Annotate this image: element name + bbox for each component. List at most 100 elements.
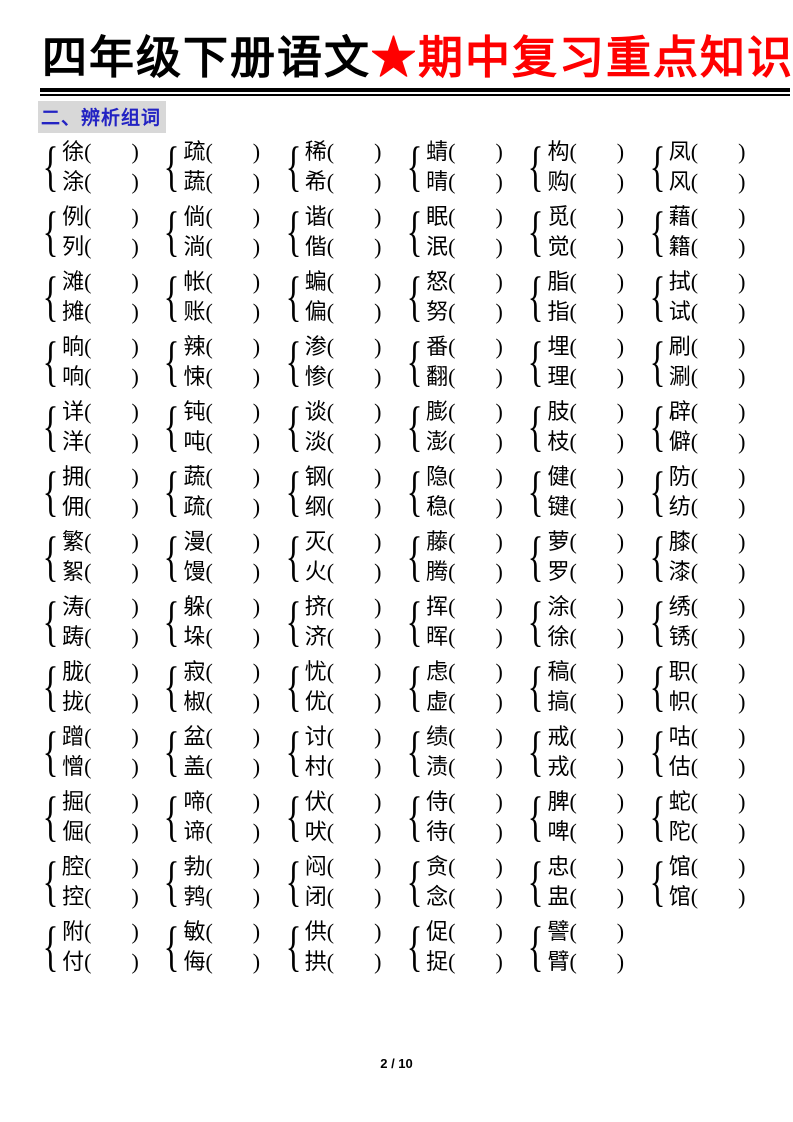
close-paren: )	[616, 333, 625, 359]
close-paren: )	[374, 398, 382, 424]
brace: {	[649, 590, 666, 652]
open-paren: (	[690, 493, 699, 519]
pair-top-line: 钢()	[305, 462, 382, 492]
brace: {	[163, 655, 180, 717]
close-paren: )	[738, 298, 746, 324]
pair-lines: 忠() 盅()	[547, 852, 624, 912]
word-pair: {防() 纺()	[647, 459, 768, 524]
word-pair: {涛() 踌()	[40, 589, 161, 654]
pair-top-line: 例()	[62, 202, 139, 232]
pair-top-line: 挤()	[305, 592, 382, 622]
pair-bottom-line: 佣()	[62, 492, 139, 522]
word-pair-grid: {徐() 涂(){疏() 蔬(){稀() 希(){蜻() 晴(){构() 购(){凤() 风…	[40, 134, 768, 979]
pair-top-line: 辟()	[669, 397, 746, 427]
open-paren: (	[569, 233, 577, 259]
pair-top-line: 职()	[669, 657, 746, 687]
pair-lines: 例() 列()	[62, 202, 139, 262]
close-paren: )	[495, 463, 503, 489]
character: 隐	[426, 463, 449, 489]
brace: {	[285, 395, 302, 457]
brace: {	[285, 330, 302, 392]
pair-top-line: 讨()	[305, 722, 382, 752]
word-pair: {闷() 闭()	[283, 849, 404, 914]
pair-top-line: 埋()	[547, 332, 624, 362]
character: 例	[62, 203, 85, 229]
character: 详	[62, 398, 85, 424]
character: 闷	[304, 853, 327, 879]
pair-top-line: 膨()	[426, 397, 503, 427]
character: 踌	[62, 623, 85, 649]
character: 啼	[183, 788, 206, 814]
pair-lines: 觅() 觉()	[547, 202, 624, 262]
pair-lines: 供() 拱()	[305, 917, 382, 977]
pair-top-line: 繁()	[62, 527, 139, 557]
close-paren: )	[252, 203, 261, 229]
character: 肢	[547, 398, 570, 424]
character: 帐	[183, 268, 206, 294]
pair-bottom-line: 估()	[669, 752, 746, 782]
open-paren: (	[205, 528, 213, 554]
open-paren: (	[448, 168, 456, 194]
word-pair: {附() 付()	[40, 914, 161, 979]
open-paren: (	[326, 853, 335, 879]
brace: {	[406, 330, 423, 392]
character: 徐	[62, 138, 85, 164]
brace: {	[163, 135, 180, 197]
close-paren: )	[495, 493, 503, 519]
pair-top-line: 钝()	[183, 397, 260, 427]
character: 风	[668, 168, 691, 194]
close-paren: )	[738, 398, 746, 424]
character: 试	[668, 298, 691, 324]
word-pair: {腔() 控()	[40, 849, 161, 914]
pair-top-line: 敏()	[183, 917, 260, 947]
open-paren: (	[326, 233, 335, 259]
open-paren: (	[205, 688, 213, 714]
close-paren: )	[131, 593, 139, 619]
close-paren: )	[495, 623, 503, 649]
character: 躲	[183, 593, 206, 619]
word-pair: {徐() 涂()	[40, 134, 161, 199]
open-paren: (	[84, 918, 92, 944]
pair-top-line: 帐()	[183, 267, 260, 297]
pair-bottom-line: 账()	[183, 297, 260, 327]
brace: {	[163, 850, 180, 912]
pair-bottom-line: 闭()	[305, 882, 382, 912]
open-paren: (	[84, 558, 92, 584]
pair-lines: 倘() 淌()	[183, 202, 260, 262]
brace: {	[163, 265, 180, 327]
open-paren: (	[84, 363, 92, 389]
pair-bottom-line: 僻()	[669, 427, 746, 457]
word-pair: {啼() 谛()	[161, 784, 282, 849]
open-paren: (	[448, 558, 456, 584]
pair-top-line: 躲()	[183, 592, 260, 622]
open-paren: (	[205, 463, 213, 489]
open-paren: (	[448, 398, 456, 424]
close-paren: )	[616, 723, 625, 749]
open-paren: (	[448, 138, 456, 164]
character: 盆	[183, 723, 206, 749]
open-paren: (	[569, 298, 577, 324]
pair-lines: 勃() 鹁()	[183, 852, 260, 912]
pair-bottom-line: 谛()	[183, 817, 260, 847]
pair-top-line: 闷()	[305, 852, 382, 882]
character: 优	[304, 688, 327, 714]
pair-bottom-line: 垛()	[183, 622, 260, 652]
character: 健	[547, 463, 570, 489]
character: 蹭	[62, 723, 85, 749]
pair-lines: 譬() 臂()	[547, 917, 624, 977]
character: 稿	[547, 658, 570, 684]
pair-lines: 挤() 济()	[305, 592, 382, 652]
open-paren: (	[569, 818, 577, 844]
character: 侍	[426, 788, 449, 814]
character: 绩	[426, 723, 449, 749]
word-pair: {隐() 稳()	[404, 459, 525, 524]
open-paren: (	[84, 463, 92, 489]
close-paren: )	[495, 658, 503, 684]
word-pair: {脂() 指()	[525, 264, 646, 329]
pair-lines: 掘() 倔()	[62, 787, 139, 847]
close-paren: )	[252, 593, 261, 619]
pair-bottom-line: 涮()	[669, 362, 746, 392]
brace: {	[649, 785, 666, 847]
close-paren: )	[374, 883, 382, 909]
character: 贪	[426, 853, 449, 879]
